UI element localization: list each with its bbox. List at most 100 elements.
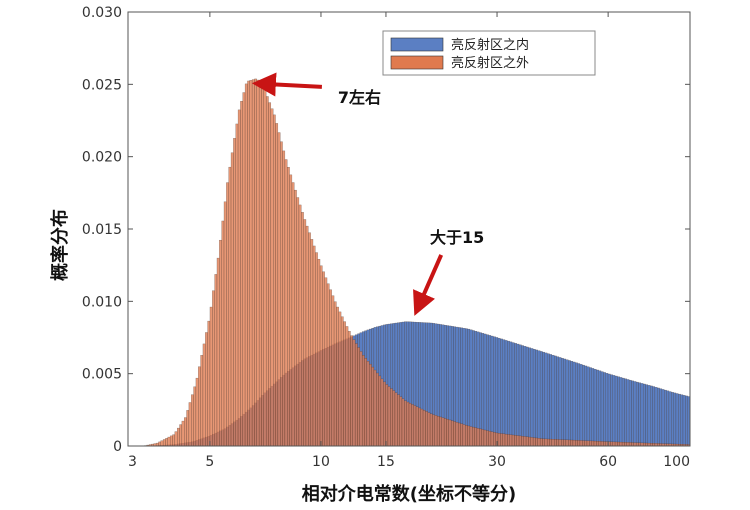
bar-outside — [516, 435, 520, 447]
bar-outside — [242, 92, 246, 447]
bar-outside — [230, 152, 234, 447]
bar-outside — [254, 78, 257, 447]
bar-outside — [483, 429, 487, 447]
bar-inside — [551, 354, 555, 447]
bar-outside — [343, 321, 346, 447]
bar-outside — [301, 212, 304, 447]
bar-outside — [191, 394, 194, 447]
bar-outside — [446, 419, 449, 447]
bar-inside — [539, 351, 543, 447]
bar-inside — [521, 345, 524, 447]
bar-outside — [333, 301, 337, 447]
y-tick-label: 0 — [113, 439, 122, 455]
bar-outside — [596, 441, 599, 447]
bar-inside — [532, 349, 536, 447]
bar-inside — [640, 383, 644, 447]
bar-outside — [546, 438, 550, 447]
bar-outside — [385, 384, 389, 447]
bar-inside — [495, 337, 499, 447]
bar-outside — [380, 378, 384, 447]
bar-outside — [462, 424, 466, 447]
bar-outside — [507, 434, 510, 447]
bar-outside — [296, 197, 300, 447]
bar-outside — [575, 440, 578, 447]
bar-outside — [193, 386, 197, 447]
bar-outside — [258, 82, 262, 447]
bar-outside — [233, 138, 236, 447]
bar-outside — [523, 436, 527, 447]
bar-outside — [474, 427, 478, 447]
bar-outside — [223, 201, 227, 447]
bar-outside — [247, 80, 250, 447]
bar-outside — [509, 434, 513, 447]
bar-inside — [621, 377, 625, 447]
bar-outside — [184, 417, 187, 447]
bar-outside — [422, 410, 426, 447]
bar-outside — [235, 123, 239, 447]
bar-inside — [671, 392, 674, 447]
bar-outside — [458, 422, 461, 447]
bar-outside — [383, 381, 386, 447]
bar-inside — [502, 339, 506, 447]
bar-outside — [549, 438, 553, 447]
bar-outside — [558, 439, 562, 447]
bar-outside — [216, 257, 220, 447]
bar-inside — [528, 347, 531, 447]
bar-outside — [392, 390, 396, 447]
bar-inside — [652, 386, 656, 447]
bar-inside — [584, 365, 588, 447]
bar-outside — [413, 405, 417, 447]
bar-outside — [568, 439, 571, 447]
bar-outside — [439, 416, 442, 447]
bar-outside — [582, 440, 585, 447]
bar-outside — [399, 396, 403, 447]
bar-outside — [589, 440, 592, 447]
bar-outside — [631, 442, 634, 447]
bar-outside — [514, 435, 517, 447]
bar-outside — [373, 369, 377, 447]
bar-outside — [179, 424, 183, 447]
bar-outside — [467, 425, 471, 447]
bar-outside — [551, 439, 555, 447]
bar-outside — [162, 439, 166, 447]
bar-inside — [617, 376, 620, 447]
bar-outside — [411, 404, 414, 447]
bar-inside — [607, 373, 611, 447]
bar-inside — [507, 340, 510, 447]
bar-inside — [509, 341, 513, 447]
bar-inside — [572, 361, 576, 447]
bar-inside — [682, 395, 686, 447]
bar-outside — [181, 420, 185, 447]
bar-outside — [317, 259, 321, 447]
bar-outside — [261, 85, 264, 447]
bar-outside — [624, 442, 627, 447]
bar-inside — [582, 364, 585, 447]
bar-outside — [610, 441, 613, 447]
bar-outside — [532, 437, 536, 447]
bar-outside — [443, 418, 447, 447]
bar-inside — [668, 391, 672, 447]
bar-outside — [303, 219, 307, 447]
bar-outside — [626, 442, 630, 447]
bar-inside — [558, 357, 562, 447]
bar-outside — [448, 419, 452, 447]
bar-outside — [434, 415, 438, 447]
bar-outside — [479, 428, 482, 447]
bar-outside — [472, 426, 475, 447]
legend-swatch-outside — [390, 55, 444, 70]
bar-inside — [504, 340, 508, 447]
bar-inside — [568, 360, 571, 447]
bar-outside — [338, 311, 342, 447]
bar-outside — [598, 441, 602, 447]
bar-outside — [441, 417, 445, 447]
bar-inside — [612, 375, 616, 447]
bar-outside — [460, 423, 464, 447]
bar-outside — [322, 271, 325, 447]
bar-outside — [436, 416, 440, 447]
bar-outside — [280, 141, 283, 447]
bar-outside — [415, 406, 419, 447]
bar-inside — [673, 392, 677, 447]
y-axis: 0 0.005 0.010 0.015 0.020 0.025 0.030 — [82, 5, 690, 455]
bar-outside — [357, 347, 360, 447]
